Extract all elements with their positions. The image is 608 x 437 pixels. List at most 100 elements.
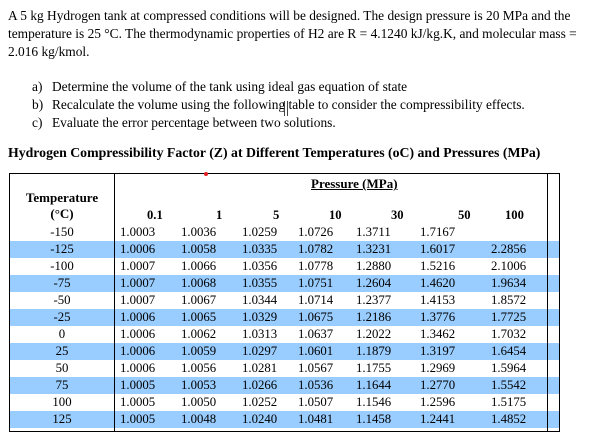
z-value-cell: 1.0751: [298, 276, 334, 290]
z-value-cell: 1.0068: [181, 276, 217, 290]
temperature-cell: -150: [50, 225, 74, 239]
z-value-cell: 1.0281: [242, 361, 278, 375]
temperature-cell: -100: [50, 259, 74, 273]
temperature-cell: -25: [53, 310, 71, 324]
z-value-cell: 1.1879: [356, 344, 392, 358]
z-value-cell: 1.0252: [242, 395, 278, 409]
question-list: a) Determine the volume of the tank using…: [32, 78, 525, 132]
z-value-cell: 1.5964: [491, 361, 527, 375]
z-value-cell: 1.2604: [356, 276, 392, 290]
z-value-cell: 1.2880: [356, 259, 392, 273]
pressure-column-header: 1: [216, 208, 223, 222]
z-value-cell: 1.0005: [120, 395, 156, 409]
z-value-cell: 1.3462: [420, 327, 456, 341]
z-value-cell: 1.0259: [242, 225, 278, 239]
z-value-cell: 1.0356: [242, 259, 278, 273]
temperature-cell: 0: [58, 327, 66, 341]
column-divider-left: [114, 174, 115, 431]
z-value-cell: 1.6454: [491, 344, 527, 358]
z-value-cell: 1.0481: [298, 412, 334, 426]
z-value-cell: 1.2377: [356, 293, 392, 307]
temperature-cell: 50: [55, 361, 69, 375]
z-value-cell: 1.0059: [181, 344, 217, 358]
problem-statement: A 5 kg Hydrogen tank at compressed condi…: [8, 8, 577, 59]
pressure-column-header: 10: [329, 208, 342, 222]
marker-dot: [204, 172, 208, 176]
table-row: 0 1.0006 1.0062 1.0313 1.0637 1.2022 1.3462 1.7…: [10, 326, 559, 343]
table-row: -75 1.0007 1.0068 1.0355 1.0751 1.2604 1.4620 1…: [10, 275, 559, 292]
temperature-cell: 25: [55, 344, 69, 358]
z-value-cell: 1.0066: [181, 259, 217, 273]
z-value-cell: 1.0335: [242, 242, 278, 256]
table-row: -50 1.0007 1.0067 1.0344 1.0714 1.2377 1.4153 1…: [10, 292, 559, 309]
z-value-cell: 1.2441: [420, 412, 456, 426]
table-row: 25 1.0006 1.0059 1.0297 1.0601 1.1879 1.3197 1.…: [10, 343, 559, 360]
question-text: Evaluate the error percentage between tw…: [52, 115, 336, 130]
table-row: 75 1.0005 1.0053 1.0266 1.0536 1.1644 1.2770 1.…: [10, 377, 559, 394]
question-text: Determine the volume of the tank using i…: [52, 79, 408, 94]
z-value-cell: 1.0782: [298, 242, 334, 256]
pressure-column-header: 100: [505, 208, 524, 222]
z-value-cell: 1.8572: [491, 293, 527, 307]
temperature-cell: -75: [53, 276, 71, 290]
z-value-cell: 1.0355: [242, 276, 278, 290]
z-value-cell: 1.0007: [120, 276, 156, 290]
z-value-cell: 1.4620: [420, 276, 456, 290]
temperature-label: Temperature: [25, 190, 99, 205]
z-value-cell: 1.0006: [120, 310, 156, 324]
z-value-cell: 1.0637: [298, 327, 334, 341]
z-value-cell: 1.0048: [181, 412, 217, 426]
question-letter: a): [32, 79, 43, 94]
z-value-cell: 1.5175: [491, 395, 527, 409]
z-value-cell: 1.9634: [491, 276, 527, 290]
z-value-cell: 2.1006: [491, 259, 527, 273]
table-header: Temperature (°C) Pressure (MPa) 0.1 1 5 10 3…: [10, 174, 559, 224]
z-value-cell: 1.0567: [298, 361, 334, 375]
z-value-cell: 1.0056: [181, 361, 217, 375]
table-row: -25 1.0006 1.0065 1.0329 1.0675 1.2186 1.3776 1…: [10, 309, 559, 326]
z-value-cell: 1.2770: [420, 378, 456, 392]
table-row: 125 1.0005 1.0048 1.0240 1.0481 1.1458 1.2441 1…: [10, 411, 559, 428]
table-row: -150 1.0003 1.0036 1.0259 1.0726 1.3711 1.7167: [10, 224, 559, 241]
text-cursor: [284, 101, 288, 116]
z-value-cell: 1.0067: [181, 293, 217, 307]
pressure-column-header: 5: [273, 208, 280, 222]
z-value-cell: 1.0266: [242, 378, 278, 392]
z-value-cell: 1.1644: [356, 378, 392, 392]
z-value-cell: 1.5216: [420, 259, 456, 273]
question-text: Recalculate the volume using the followi…: [52, 97, 525, 112]
z-value-cell: 1.0007: [120, 293, 156, 307]
temperature-unit: (°C): [50, 206, 74, 221]
pressure-column-header: 30: [391, 208, 404, 222]
z-value-cell: 1.0053: [181, 378, 217, 392]
z-value-cell: 1.0065: [181, 310, 217, 324]
temperature-cell: 75: [55, 378, 69, 392]
z-value-cell: 1.7725: [491, 310, 527, 324]
table-row: -125 1.0006 1.0058 1.0335 1.0782 1.3231 1.6017…: [10, 241, 559, 258]
z-value-cell: 1.0006: [120, 327, 156, 341]
z-value-cell: 1.0240: [242, 412, 278, 426]
z-value-cell: 1.0726: [298, 225, 334, 239]
z-value-cell: 1.0006: [120, 361, 156, 375]
z-value-cell: 1.7167: [420, 225, 456, 239]
z-value-cell: 1.0675: [298, 310, 334, 324]
z-value-cell: 1.0006: [120, 344, 156, 358]
z-value-cell: 1.0507: [298, 395, 334, 409]
pressure-column-header: 50: [458, 208, 471, 222]
temperature-cell: -50: [53, 293, 71, 307]
question-b: b) Recalculate the volume using the follo…: [32, 96, 525, 114]
question-a: a) Determine the volume of the tank using…: [32, 78, 525, 96]
table-row: 50 1.0006 1.0056 1.0281 1.0567 1.1755 1.2969 1.…: [10, 360, 559, 377]
z-value-cell: 2.2856: [491, 242, 527, 256]
z-value-cell: 1.0062: [181, 327, 217, 341]
z-value-cell: 1.0329: [242, 310, 278, 324]
z-value-cell: 1.0778: [298, 259, 334, 273]
z-value-cell: 1.0313: [242, 327, 278, 341]
question-letter: b): [32, 97, 44, 112]
column-divider-right: [547, 174, 548, 431]
pressure-header: Pressure (MPa): [311, 176, 398, 191]
question-c: c) Evaluate the error percentage between …: [32, 114, 525, 132]
z-value-cell: 1.2596: [420, 395, 456, 409]
z-value-cell: 1.0005: [120, 412, 156, 426]
compressibility-table: Temperature (°C) Pressure (MPa) 0.1 1 5 10 3…: [9, 173, 560, 432]
